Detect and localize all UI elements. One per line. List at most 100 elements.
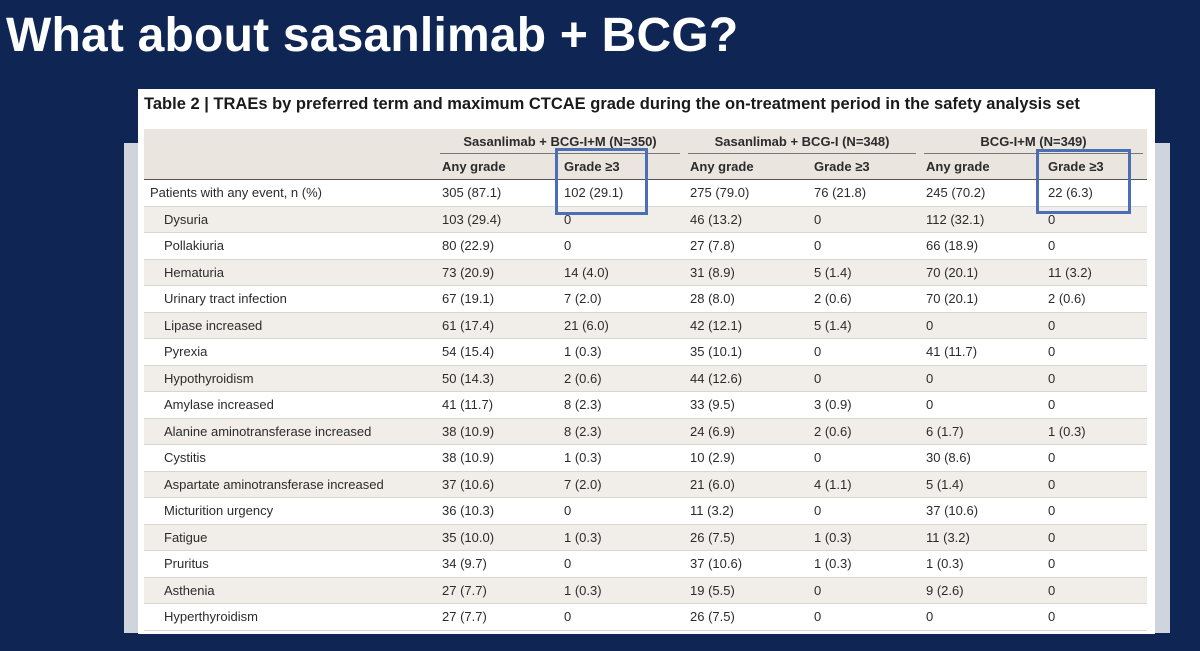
table-row: Fatigue 35 (10.0) 1 (0.3) 26 (7.5) 1 (0.3) 11… xyxy=(144,524,1148,551)
group-header-blank xyxy=(144,129,436,154)
group-header: Sasanlimab + BCG-I+M (N=350) xyxy=(436,129,684,154)
table-row: Hypothyroidism 50 (14.3) 2 (0.6) 44 (12.6) 0… xyxy=(144,365,1148,392)
row-value: 0 xyxy=(1042,365,1148,392)
table-row: Dysuria 103 (29.4) 0 46 (13.2) 0 112 (32.1) 0 xyxy=(144,206,1148,233)
row-value: 38 (10.9) xyxy=(436,418,558,445)
row-value: 10 (2.9) xyxy=(684,444,809,472)
row-value: 0 xyxy=(558,603,685,631)
group-header: BCG-I+M (N=349) xyxy=(920,129,1147,154)
row-value: 0 xyxy=(808,577,921,604)
table-row: Lipase increased 61 (17.4) 21 (6.0) 42 (12.… xyxy=(144,312,1148,339)
row-value: 1 (0.3) xyxy=(808,550,921,578)
row-value: 11 (3.2) xyxy=(920,524,1043,551)
row-value: 0 xyxy=(1042,312,1148,339)
row-value: 7 (2.0) xyxy=(558,471,685,498)
row-value: 6 (1.7) xyxy=(920,418,1043,445)
table-caption: Table 2 | TRAEs by preferred term and ma… xyxy=(144,95,1080,113)
row-value: 37 (10.6) xyxy=(436,471,558,498)
row-value: 4 (1.1) xyxy=(808,471,921,498)
row-value: 67 (19.1) xyxy=(436,285,558,313)
row-value: 37 (10.6) xyxy=(920,497,1043,525)
table-row: Asthenia 27 (7.7) 1 (0.3) 19 (5.5) 0 9 (2.6) 0 xyxy=(144,577,1148,604)
sub-header: Any grade xyxy=(684,154,809,180)
row-value: 0 xyxy=(808,206,921,233)
row-term: Amylase increased xyxy=(144,391,436,419)
row-value: 0 xyxy=(808,603,921,631)
table-row: Alanine aminotransferase increased 38 (10… xyxy=(144,418,1148,445)
sub-header: Any grade xyxy=(436,154,558,180)
sub-header-blank xyxy=(144,154,436,180)
group-header: Sasanlimab + BCG-I (N=348) xyxy=(684,129,920,154)
row-value: 0 xyxy=(920,603,1043,631)
row-value: 102 (29.1) xyxy=(558,179,685,207)
row-term: Lipase increased xyxy=(144,312,436,339)
row-value: 1 (0.3) xyxy=(1042,418,1148,445)
row-term: Pruritus xyxy=(144,550,436,578)
row-value: 0 xyxy=(920,312,1043,339)
row-value: 5 (1.4) xyxy=(920,471,1043,498)
table-row: Micturition urgency 36 (10.3) 0 11 (3.2) 0 37… xyxy=(144,497,1148,525)
row-value: 245 (70.2) xyxy=(920,179,1043,207)
row-value: 3 (0.9) xyxy=(808,391,921,419)
row-value: 0 xyxy=(1042,444,1148,472)
row-value: 1 (0.3) xyxy=(558,444,685,472)
table-row: Cystitis 38 (10.9) 1 (0.3) 10 (2.9) 0 30 (8.6… xyxy=(144,444,1148,472)
row-value: 33 (9.5) xyxy=(684,391,809,419)
row-value: 41 (11.7) xyxy=(920,338,1043,366)
row-value: 112 (32.1) xyxy=(920,206,1043,233)
row-value: 26 (7.5) xyxy=(684,524,809,551)
sub-header: Grade ≥3 xyxy=(1042,154,1148,180)
row-value: 2 (0.6) xyxy=(1042,285,1148,313)
row-value: 36 (10.3) xyxy=(436,497,558,525)
row-term: Alanine aminotransferase increased xyxy=(144,418,436,445)
row-value: 2 (0.6) xyxy=(808,418,921,445)
row-value: 11 (3.2) xyxy=(1042,259,1148,286)
row-value: 0 xyxy=(808,365,921,392)
row-value: 37 (10.6) xyxy=(684,550,809,578)
row-value: 21 (6.0) xyxy=(684,471,809,498)
row-value: 0 xyxy=(920,391,1043,419)
row-value: 14 (4.0) xyxy=(558,259,685,286)
row-value: 1 (0.3) xyxy=(558,524,685,551)
table-row: Pruritus 34 (9.7) 0 37 (10.6) 1 (0.3) 1 (0.3)… xyxy=(144,550,1148,578)
row-value: 0 xyxy=(1042,550,1148,578)
row-value: 0 xyxy=(1042,524,1148,551)
row-value: 0 xyxy=(1042,391,1148,419)
row-value: 0 xyxy=(1042,497,1148,525)
row-term: Pyrexia xyxy=(144,338,436,366)
row-value: 19 (5.5) xyxy=(684,577,809,604)
row-value: 44 (12.6) xyxy=(684,365,809,392)
row-value: 0 xyxy=(808,338,921,366)
row-value: 70 (20.1) xyxy=(920,259,1043,286)
row-value: 8 (2.3) xyxy=(558,391,685,419)
row-term: Cystitis xyxy=(144,444,436,472)
row-value: 1 (0.3) xyxy=(558,338,685,366)
row-term: Hematuria xyxy=(144,259,436,286)
row-value: 76 (21.8) xyxy=(808,179,921,207)
row-value: 66 (18.9) xyxy=(920,232,1043,260)
row-value: 0 xyxy=(558,232,685,260)
row-term: Aspartate aminotransferase increased xyxy=(144,471,436,498)
backdrop-edge-left xyxy=(124,143,138,633)
row-value: 80 (22.9) xyxy=(436,232,558,260)
row-term: Asthenia xyxy=(144,577,436,604)
row-value: 0 xyxy=(558,206,685,233)
row-term: Urinary tract infection xyxy=(144,285,436,313)
row-value: 0 xyxy=(808,497,921,525)
table-row: Amylase increased 41 (11.7) 8 (2.3) 33 (9.5… xyxy=(144,391,1148,419)
backdrop-edge-right xyxy=(1155,143,1170,633)
row-value: 0 xyxy=(1042,471,1148,498)
table-row: Patients with any event, n (%) 305 (87.1)… xyxy=(144,179,1148,207)
row-value: 28 (8.0) xyxy=(684,285,809,313)
row-value: 27 (7.8) xyxy=(684,232,809,260)
row-value: 22 (6.3) xyxy=(1042,179,1148,207)
row-value: 0 xyxy=(558,550,685,578)
row-value: 2 (0.6) xyxy=(558,365,685,392)
table-row: Hematuria 73 (20.9) 14 (4.0) 31 (8.9) 5 (1.4… xyxy=(144,259,1148,286)
row-value: 5 (1.4) xyxy=(808,312,921,339)
row-value: 41 (11.7) xyxy=(436,391,558,419)
row-value: 70 (20.1) xyxy=(920,285,1043,313)
row-value: 103 (29.4) xyxy=(436,206,558,233)
row-value: 24 (6.9) xyxy=(684,418,809,445)
row-value: 11 (3.2) xyxy=(684,497,809,525)
